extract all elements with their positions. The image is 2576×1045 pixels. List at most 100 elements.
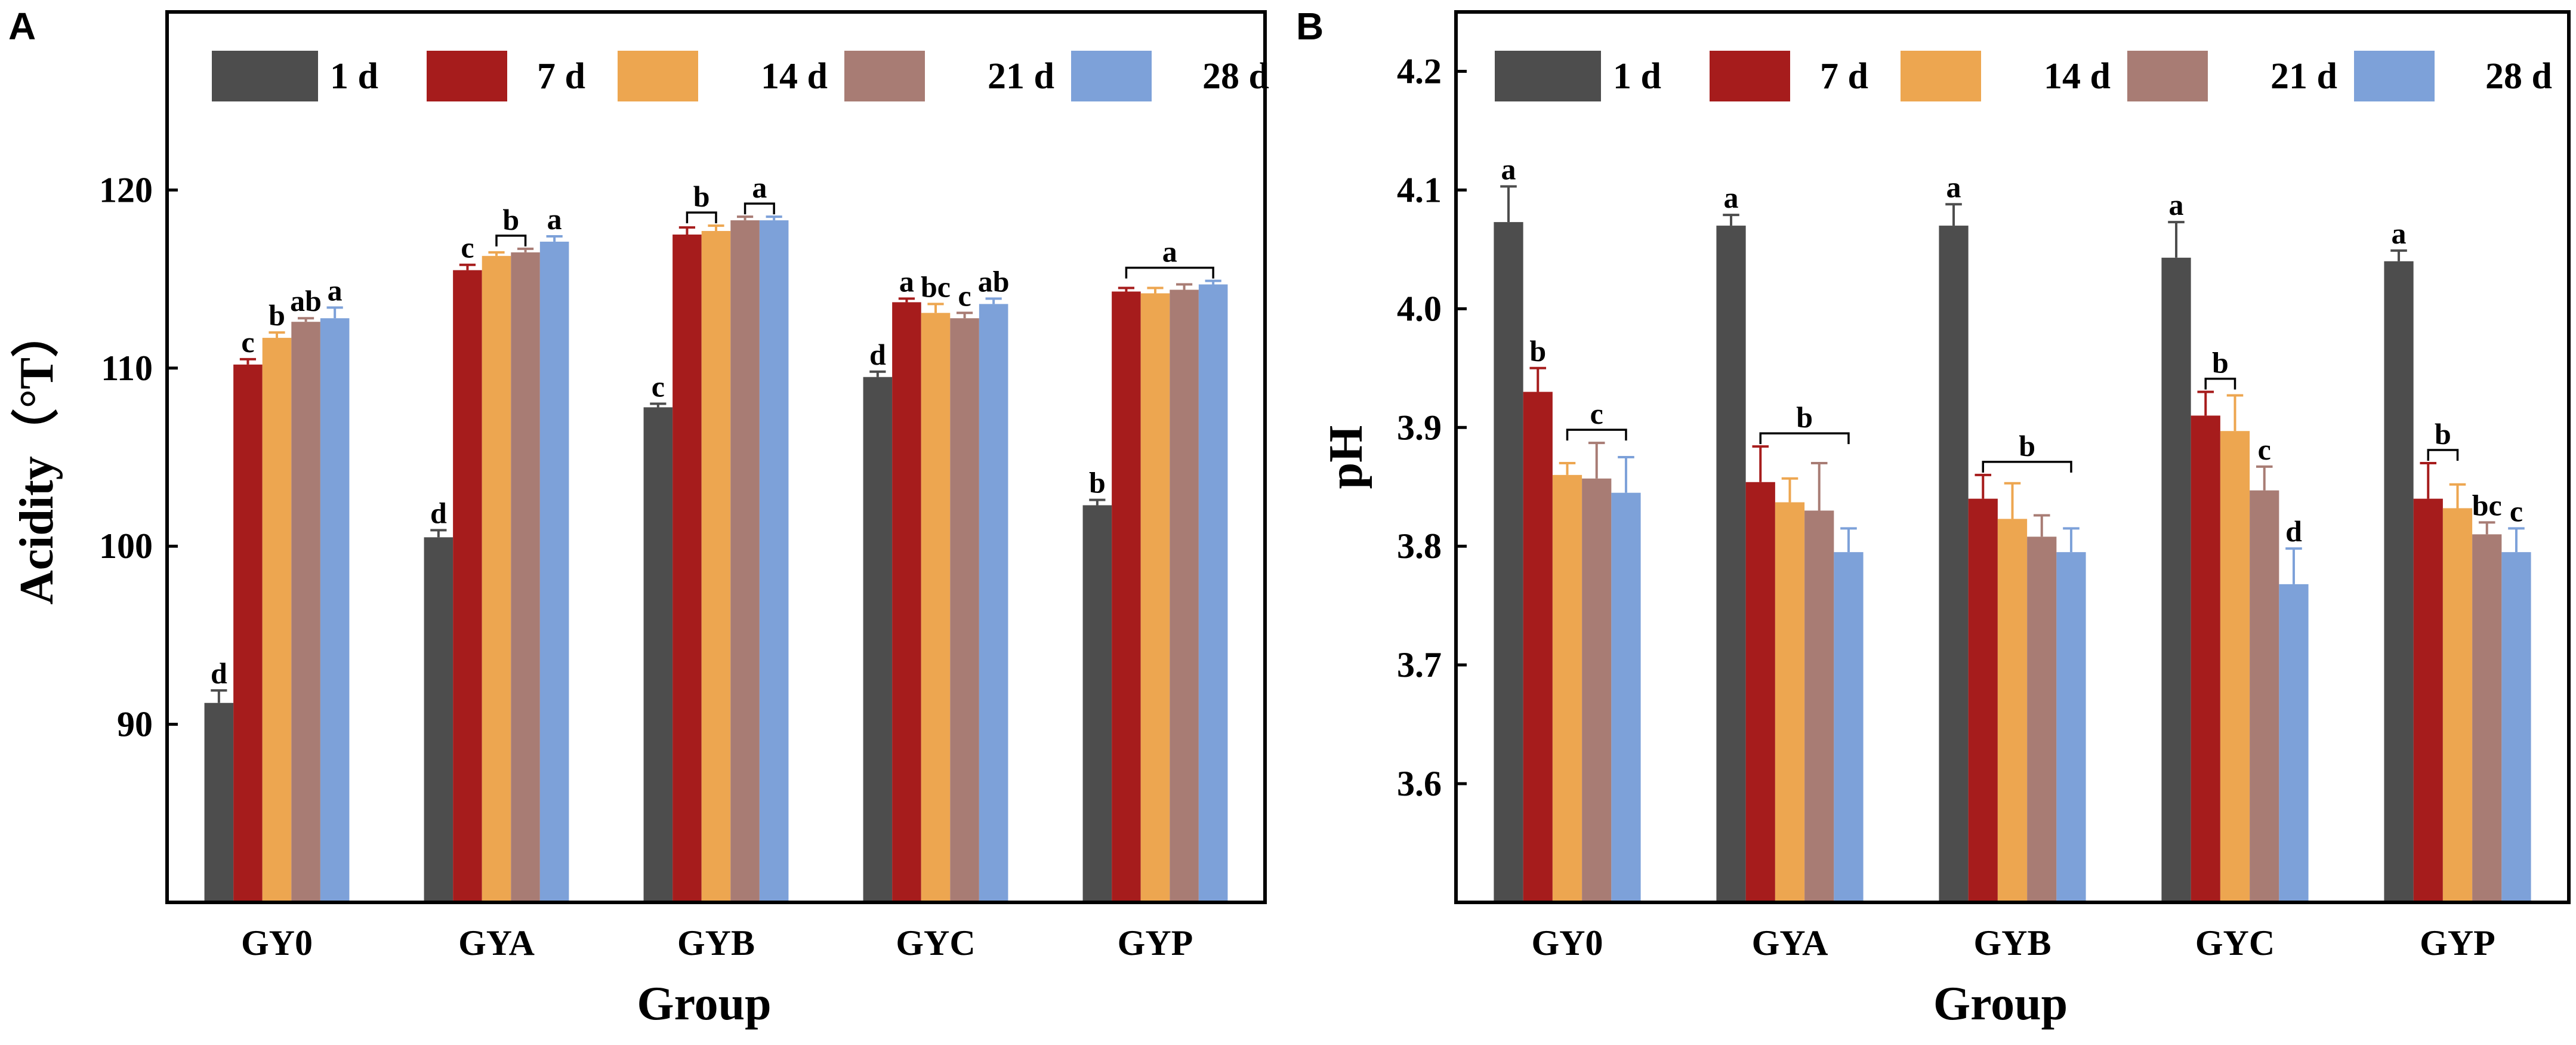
panel-a-legend-swatch-28d (1071, 51, 1152, 101)
panel-a: A 90 100 110 120 Acidity（°T） GY0 GYA GYB GYC GYP d c… (8, 5, 1269, 1030)
panel-b-x-tick-label: GYA (1752, 923, 1828, 963)
panel-a-bar-gyb-28d (759, 220, 789, 903)
panel-a-bar-gy0-1d (204, 702, 234, 902)
panel-b-y-tick-label: 4.2 (1397, 51, 1442, 91)
panel-b-significance-letter: a (2392, 217, 2407, 250)
panel-b-bar-gy0-14d (1552, 474, 1582, 902)
panel-a-bar-gyc-7d (892, 302, 921, 903)
panel-a-bar-gya-7d (453, 270, 482, 903)
panel-a-bar-gyp-1d (1082, 505, 1112, 902)
panel-b-bar-gya-7d (1745, 482, 1775, 902)
panel-a-bar-gy0-14d (262, 338, 292, 902)
panel-b-legend-swatch-14d (1901, 51, 1981, 101)
panel-a-bar-gyp-28d (1198, 284, 1228, 902)
panel-b-legend-swatch-7d (1710, 51, 1790, 101)
panel-b-significance-letter: a (1946, 170, 1961, 204)
panel-a-bar-gyp-7d (1112, 291, 1141, 902)
panel-a-x-tick-label: GYC (896, 923, 975, 963)
panel-b-bar-gy0-7d (1523, 392, 1553, 902)
panel-a-x-axis-title: Group (637, 978, 771, 1030)
panel-a-bar-gyc-1d (863, 377, 893, 902)
panel-b-significance-letter: c (2510, 494, 2523, 528)
panel-b-y-tick-label: 4.0 (1397, 289, 1442, 328)
panel-b-bar-gyb-1d (1939, 226, 1969, 903)
panel-a-x-tick-label: GYA (458, 923, 535, 963)
panel-b-x-tick-label: GYB (1973, 923, 2051, 963)
panel-b-bar-gy0-28d (1611, 492, 1641, 902)
panel-b-y-tick-label: 4.1 (1397, 170, 1442, 209)
panel-b-significance-letter: c (1590, 397, 1603, 430)
panel-a-bar-gya-1d (424, 537, 454, 902)
panel-a-x-tick-label: GY0 (241, 923, 313, 963)
panel-b-bar-gya-14d (1775, 502, 1805, 902)
panel-b-significance-letter: a (2169, 188, 2184, 221)
panel-b-significance-letter: b (2212, 346, 2229, 380)
panel-a-bar-gyc-28d (979, 304, 1008, 903)
panel-b-plot-frame (1454, 10, 2571, 904)
panel-a-significance-letter: a (547, 202, 562, 236)
panel-a-legend-label-21d: 21 d (988, 56, 1054, 97)
panel-a-y-axis-title: Acidity（°T） (11, 310, 63, 605)
panel-b-significance-letter: a (1501, 152, 1516, 186)
panel-b-bar-gyb-7d (1968, 498, 1998, 902)
panel-b-legend-swatch-21d (2127, 51, 2208, 101)
panel-a-x-tick-label: GYB (677, 923, 755, 963)
panel-b-bar-gyp-14d (2442, 508, 2473, 902)
panel-b-significance-letter: b (1796, 400, 1813, 434)
panel-a-bar-gy0-28d (320, 318, 350, 902)
panel-b-y-tick-label: 3.9 (1397, 408, 1442, 447)
panel-a-bar-gyb-1d (643, 407, 673, 902)
panel-b-significance-letter: b (2019, 429, 2035, 463)
panel-a-x-tick-label: GYP (1118, 923, 1193, 963)
panel-a-plot-frame (165, 10, 1267, 904)
panel-b-bar-gyp-7d (2413, 498, 2443, 902)
panel-b-bar-gyc-21d (2250, 490, 2279, 902)
panel-b-significance-letter: b (1529, 334, 1546, 368)
panel-a-significance-letter: a (1162, 235, 1177, 269)
panel-b-bar-gyb-21d (2027, 537, 2057, 902)
panel-a-significance-letter: bc (921, 270, 951, 303)
panel-b-legend-label-1d: 1 d (1613, 56, 1661, 97)
panel-a-significance-letter: b (502, 203, 519, 236)
panel-b-bar-gyc-14d (2220, 431, 2250, 902)
panel-b-bar-gyp-21d (2472, 534, 2502, 902)
panel-b-significance-bracket (1982, 461, 2072, 473)
panel-b-bar-gya-21d (1804, 510, 1834, 902)
panel-a-significance-bracket (686, 211, 717, 224)
panel-b-legend-label-14d: 14 d (2044, 56, 2111, 97)
panel-a-significance-letter: a (328, 273, 343, 307)
panel-b-y-tick-label: 3.8 (1397, 526, 1442, 566)
panel-a-legend-swatch-1d (212, 51, 318, 101)
panel-a-bar-gya-14d (482, 255, 511, 903)
panel-a-significance-letter: d (869, 338, 886, 371)
panel-b-significance-bracket (1759, 432, 1850, 445)
panel-a-bar-gyb-14d (701, 231, 731, 903)
panel-a-significance-letter: d (430, 496, 447, 529)
panel-a-significance-letter: c (652, 369, 665, 403)
panel-a-significance-bracket (744, 202, 775, 215)
panel-a-significance-letter: b (1089, 466, 1106, 500)
panel-a-significance-letter: a (752, 171, 767, 204)
panel-a-significance-letter: b (269, 298, 285, 332)
panel-a-bar-gyc-21d (950, 318, 979, 902)
panel-a-legend-swatch-14d (618, 51, 698, 101)
panel-b-bar-gy0-1d (1494, 222, 1523, 902)
panel-b-significance-letter: bc (2472, 488, 2502, 522)
panel-a-legend-label-14d: 14 d (761, 56, 828, 97)
panel-a-bar-gyp-14d (1140, 293, 1170, 902)
panel-b-bar-gy0-21d (1582, 478, 1612, 902)
panel-a-bar-gyc-14d (921, 313, 951, 902)
panel-a-legend-label-28d: 28 d (1202, 56, 1269, 97)
panel-a-y-tick-label: 100 (99, 526, 153, 566)
panel-b-bar-gya-28d (1834, 552, 1864, 902)
panel-b-legend-label-21d: 21 d (2270, 56, 2337, 97)
panel-a-significance-letter: b (693, 180, 710, 213)
panel-b-significance-letter: b (2435, 417, 2451, 451)
panel-a-significance-letter: c (461, 231, 474, 264)
panel-b-x-tick-label: GY0 (1532, 923, 1603, 963)
panel-a-bar-gyb-7d (672, 235, 702, 902)
panel-a-significance-bracket (495, 235, 527, 246)
panel-b-bar-gyc-7d (2191, 415, 2220, 902)
panel-a-significance-letter: c (958, 279, 971, 312)
panel-b-x-axis-title: Group (1933, 978, 2068, 1030)
